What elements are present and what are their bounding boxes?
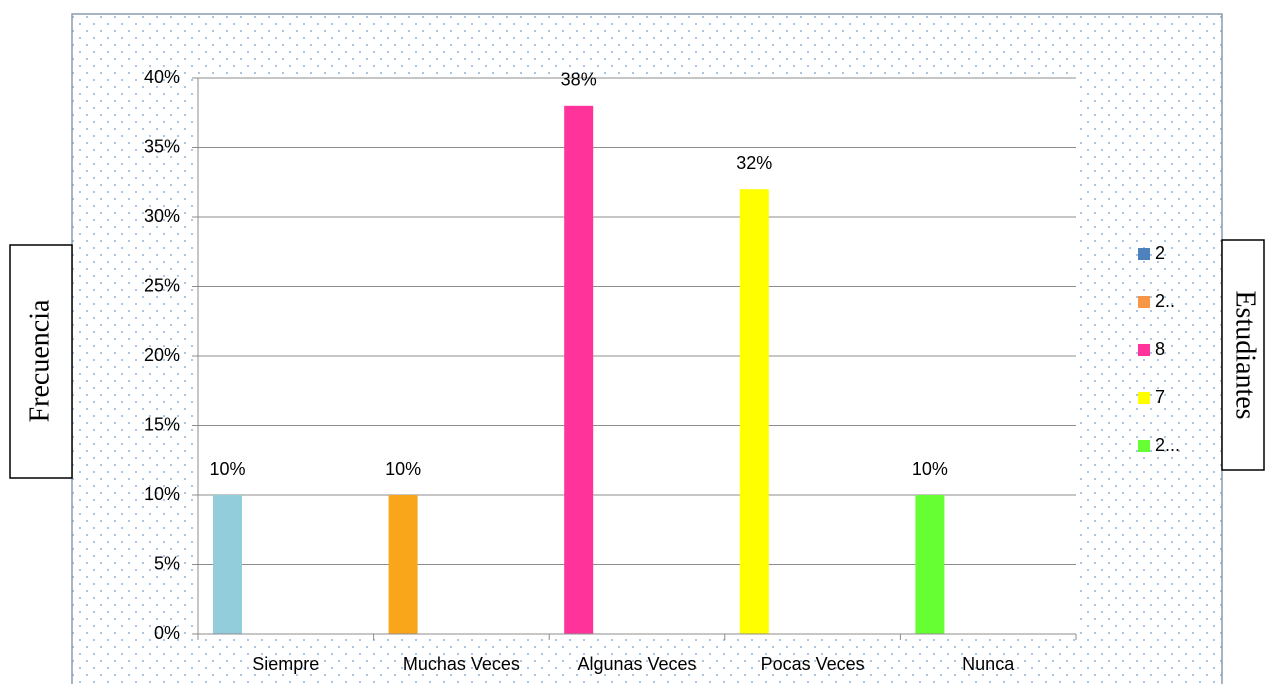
data-label: 10% [385, 459, 421, 479]
bar [564, 105, 594, 635]
legend-swatch [1138, 440, 1150, 452]
legend-swatch [1138, 392, 1150, 404]
legend-swatch [1138, 296, 1150, 308]
side-label-box [1221, 239, 1265, 471]
legend-label: 8 [1155, 339, 1165, 359]
y-tick-label: 5% [154, 553, 180, 573]
x-tick-label: Algunas Veces [577, 654, 696, 674]
bar [213, 495, 242, 634]
legend-swatch [1138, 248, 1150, 260]
x-tick-label: Nunca [962, 654, 1015, 674]
data-label: 10% [912, 459, 948, 479]
x-tick-label: Muchas Veces [403, 654, 520, 674]
x-tick-label: Siempre [252, 654, 319, 674]
data-label: 10% [209, 459, 245, 479]
y-axis-label: Frecuencia [24, 299, 55, 422]
y-tick-label: 10% [144, 484, 180, 504]
data-label: 32% [736, 153, 772, 173]
y-tick-label: 15% [144, 414, 180, 434]
y-tick-label: 30% [144, 206, 180, 226]
y-tick-label: 35% [144, 136, 180, 156]
y-tick-label: 25% [144, 275, 180, 295]
y-tick-label: 20% [144, 345, 180, 365]
bar [915, 495, 945, 634]
y-tick-label: 0% [154, 623, 180, 643]
y-label-box [9, 244, 73, 479]
legend-label: 7 [1155, 387, 1165, 407]
data-label: 38% [561, 70, 597, 90]
legend-label: 2 [1155, 243, 1165, 263]
legend-label: 2... [1155, 435, 1180, 455]
legend-label: 2.. [1155, 291, 1175, 311]
legend-swatch [1138, 344, 1150, 356]
bar [388, 495, 418, 634]
y-tick-label: 40% [144, 67, 180, 87]
side-label: Estudiantes [1230, 290, 1261, 419]
x-tick-label: Pocas Veces [761, 654, 865, 674]
bar [739, 189, 769, 634]
